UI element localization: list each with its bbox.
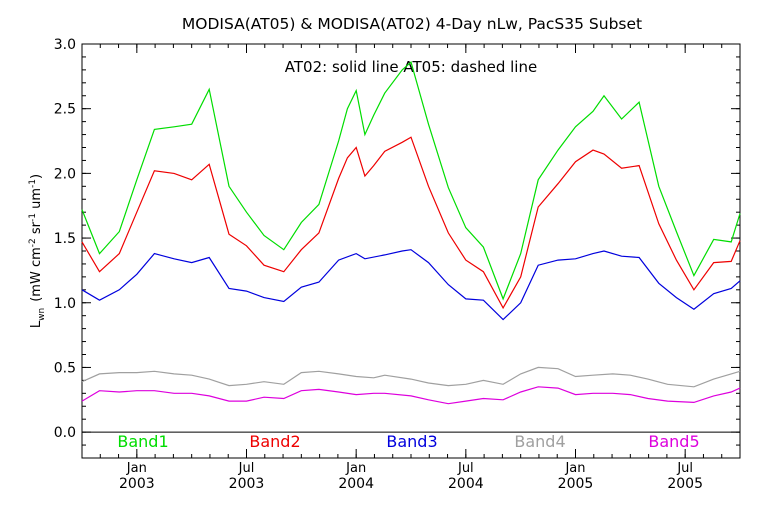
x-tick-month: Jul — [457, 461, 474, 476]
y-tick-label: 2.5 — [54, 102, 76, 118]
legend-label-band5: Band5 — [648, 432, 699, 451]
y-axis: 0.0 0.5 1.0 1.5 2.0 2.5 3.0 — [54, 37, 740, 459]
y-tick-label: 0.0 — [54, 425, 76, 441]
x-tick-year: 2005 — [667, 476, 703, 492]
y-label-main: L — [29, 320, 44, 328]
x-tick-month: Jan — [564, 461, 585, 476]
x-tick-month: Jul — [238, 461, 255, 476]
y-label-exp1: -2 — [28, 238, 38, 247]
series-lines — [81, 61, 741, 405]
legend-label-band2: Band2 — [249, 432, 300, 451]
y-label-sub: wn — [37, 308, 47, 321]
x-tick-year: 2004 — [448, 476, 484, 492]
legend-label-band3: Band3 — [386, 432, 437, 451]
series-line-band3 — [81, 249, 741, 321]
y-label-exp3: -1 — [28, 179, 38, 188]
legend-label-band1: Band1 — [117, 432, 168, 451]
x-tick-year: 2003 — [119, 476, 155, 492]
y-tick-label: 1.0 — [54, 296, 76, 312]
legend-label-band4: Band4 — [514, 432, 565, 451]
series-line-band5 — [81, 386, 741, 405]
series-line-band1 — [81, 61, 741, 301]
y-tick-label: 2.0 — [54, 166, 76, 182]
y-label-mid2: um — [29, 188, 44, 213]
legend: Band1 Band2 Band3 Band4 Band5 — [117, 432, 699, 451]
x-tick-month: Jul — [676, 461, 693, 476]
x-tick-month: Jan — [345, 461, 366, 476]
y-tick-label: 3.0 — [54, 37, 76, 53]
y-tick-label: 0.5 — [54, 360, 76, 376]
chart-title: MODISA(AT05) & MODISA(AT02) 4-Day nLw, P… — [182, 15, 642, 33]
y-label-mid: sr — [29, 221, 44, 238]
x-tick-year: 2004 — [338, 476, 374, 492]
x-tick-year: 2005 — [558, 476, 594, 492]
y-tick-label: 1.5 — [54, 231, 76, 247]
y-axis-label: Lwn(mW cm-2 sr-1 um-1) — [28, 174, 47, 328]
x-axis: Jan2003Jul2003Jan2004Jul2004Jan2005Jul20… — [81, 44, 741, 492]
chart-subtitle: AT02: solid line AT05: dashed line — [285, 58, 537, 76]
y-label-exp2: -1 — [28, 213, 38, 222]
x-tick-year: 2003 — [229, 476, 265, 492]
x-tick-month: Jan — [126, 461, 147, 476]
series-line-band2 — [81, 136, 741, 310]
series-line-band4 — [81, 366, 741, 388]
y-label-units: (mW cm — [29, 247, 44, 302]
y-label-close: ) — [29, 174, 44, 179]
